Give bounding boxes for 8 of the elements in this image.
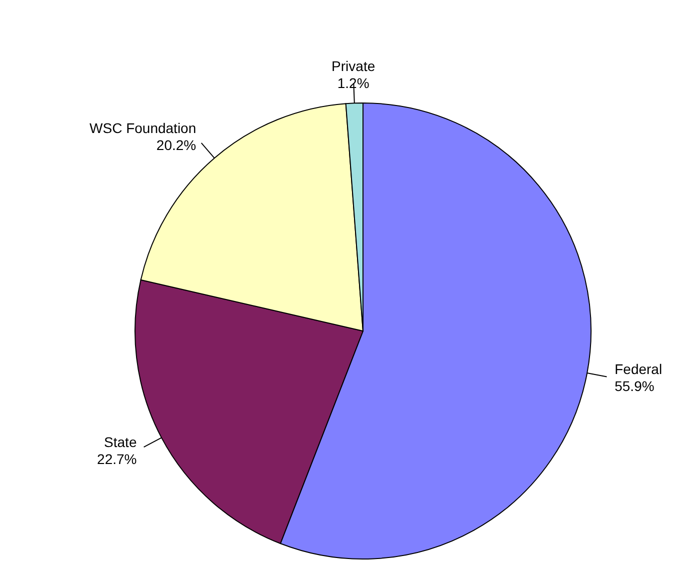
- data-label: 55.9%: [614, 378, 654, 394]
- slice-label: Federal: [614, 361, 662, 378]
- slice-label: State: [104, 434, 137, 450]
- data-label: 1.2%: [337, 75, 370, 92]
- data-label: 22.7%: [97, 450, 137, 467]
- data-label: 20.2%: [156, 136, 196, 153]
- slice-label: Private: [332, 58, 376, 74]
- slice-label: WSC Foundation: [90, 120, 196, 136]
